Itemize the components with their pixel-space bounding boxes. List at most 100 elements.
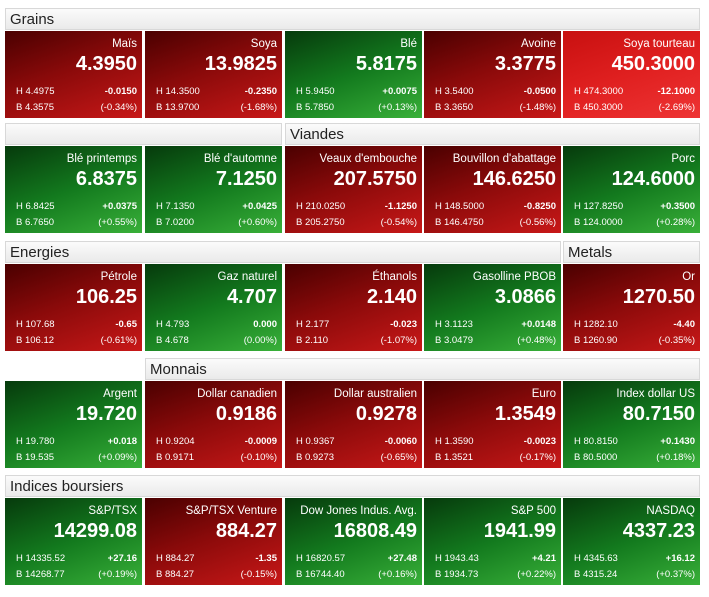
quote-price: 1.3549 [494,403,556,425]
quote-percent: (-0.10%) [240,452,277,463]
quote-price: 2.140 [366,286,417,308]
quote-price: 1270.50 [622,286,695,308]
quote-tile: Pétrole 106.25 H 107.68 -0.65 B 106.12 (-0.61… [5,264,142,351]
quote-name: Gaz naturel [217,271,277,283]
quote-tile: Or 1270.50 H 1282.10 -4.40 B 1260.90 (-0.35%) [563,264,700,351]
quote-tile: Veaux d'embouche 207.5750 H 210.0250 -1.125… [285,146,422,233]
quote-price: 884.27 [215,520,277,542]
quote-high: H 4.793 [156,319,190,330]
quote-low: B 4315.24 [574,569,618,580]
quote-low: B 6.7650 [16,217,55,228]
quote-tile: NASDAQ 4337.23 H 4345.63 +16.12 B 4315.24 (+0… [563,498,700,585]
quote-percent: (+0.48%) [517,335,556,346]
quote-price: 4337.23 [622,520,695,542]
quote-low: B 13.9700 [156,102,200,113]
quote-name: Bouvillon d'abattage [452,153,556,165]
quote-percent: (-0.35%) [658,335,695,346]
quote-name: S&P/TSX [88,505,137,517]
quote-low: B 1260.90 [574,335,618,346]
quote-tile: Avoine 3.3775 H 3.5400 -0.0500 B 3.3650 (-1.4… [424,31,561,118]
quote-name: Blé d'automne [203,153,277,165]
quote-percent: (-0.34%) [100,102,137,113]
quote-name: Porc [671,153,695,165]
quote-name: Soya tourteau [623,38,695,50]
quote-name: Euro [531,388,556,400]
quote-change: -0.0023 [523,436,556,447]
quote-price: 1941.99 [483,520,556,542]
quote-tile: Dollar australien 0.9278 H 0.9367 -0.0060 B … [285,381,422,468]
quote-change: -1.1250 [384,201,417,212]
quote-name: S&P/TSX Venture [185,505,277,517]
quote-low: B 3.0479 [435,335,474,346]
quote-percent: (-0.61%) [100,335,137,346]
section-header: Grains [5,8,700,30]
quote-name: Avoine [521,38,556,50]
section-header: Viandes [285,123,700,145]
quote-name: Soya [250,38,277,50]
quote-change: +0.0375 [102,201,137,212]
quote-tile: Blé 5.8175 H 5.9450 +0.0075 B 5.7850 (+0.13%) [285,31,422,118]
quote-percent: (+0.55%) [98,217,137,228]
quote-high: H 1282.10 [574,319,618,330]
quote-low: B 2.110 [296,335,329,346]
quote-percent: (-1.68%) [240,102,277,113]
quote-high: H 14.3500 [156,86,200,97]
quote-change: -0.2350 [244,86,277,97]
quote-high: H 5.9450 [296,86,335,97]
quote-change: +4.21 [531,553,556,564]
quote-tile: Dow Jones Indus. Avg. 16808.49 H 16820.57 +… [285,498,422,585]
quote-tile: Euro 1.3549 H 1.3590 -0.0023 B 1.3521 (-0.17%… [424,381,561,468]
section-header: Metals [563,241,700,263]
quote-low: B 0.9171 [156,452,195,463]
quote-tile: Bouvillon d'abattage 146.6250 H 148.5000 -0… [424,146,561,233]
quote-change: -0.0060 [384,436,417,447]
quote-high: H 3.1123 [435,319,473,330]
quote-percent: (-2.69%) [658,102,695,113]
quote-tile: Dollar canadien 0.9186 H 0.9204 -0.0009 B 0.… [145,381,282,468]
quote-name: NASDAQ [646,505,695,517]
quote-name: Pétrole [100,271,137,283]
quote-percent: (-0.65%) [380,452,417,463]
quote-price: 207.5750 [333,168,417,190]
quote-percent: (+0.37%) [656,569,695,580]
quote-name: Or [682,271,695,283]
quote-name: Éthanols [372,271,417,283]
quote-low: B 146.4750 [435,217,484,228]
quote-high: H 19.780 [16,436,55,447]
quote-name: Argent [103,388,137,400]
quote-percent: (+0.18%) [656,452,695,463]
quote-change: +0.0148 [521,319,556,330]
section-header: Indices boursiers [5,475,700,497]
quote-high: H 148.5000 [435,201,485,212]
quote-price: 3.3775 [494,53,556,75]
quote-low: B 80.5000 [574,452,618,463]
quote-tile: Gaz naturel 4.707 H 4.793 0.000 B 4.678 (0.00… [145,264,282,351]
quote-high: H 14335.52 [16,553,66,564]
quote-name: Index dollar US [616,388,695,400]
quote-tile: Blé d'automne 7.1250 H 7.1350 +0.0425 B 7.02… [145,146,282,233]
quote-tile: S&P/TSX Venture 884.27 H 884.27 -1.35 B 884.… [145,498,282,585]
quote-tile: Argent 19.720 H 19.780 +0.018 B 19.535 (+0.09… [5,381,142,468]
quote-tile: Blé printemps 6.8375 H 6.8425 +0.0375 B 6.76… [5,146,142,233]
quote-price: 106.25 [75,286,137,308]
quote-low: B 3.3650 [435,102,474,113]
quote-low: B 4.3575 [16,102,55,113]
quote-tile: S&P/TSX 14299.08 H 14335.52 +27.16 B 14268.7… [5,498,142,585]
quote-price: 4.707 [226,286,277,308]
quote-percent: (-1.07%) [380,335,417,346]
quote-change: +0.018 [107,436,137,447]
quote-low: B 5.7850 [296,102,335,113]
quote-name: Dollar australien [333,388,417,400]
quote-low: B 1934.73 [435,569,479,580]
quote-high: H 2.177 [296,319,330,330]
quote-high: H 0.9204 [156,436,195,447]
quote-high: H 4345.63 [574,553,618,564]
quote-name: Maïs [112,38,137,50]
quote-low: B 1.3521 [435,452,474,463]
quote-high: H 1943.43 [435,553,479,564]
quote-percent: (-0.15%) [240,569,277,580]
quote-low: B 884.27 [156,569,195,580]
quote-tile: Porc 124.6000 H 127.8250 +0.3500 B 124.0000 (… [563,146,700,233]
quote-price: 16808.49 [333,520,417,542]
